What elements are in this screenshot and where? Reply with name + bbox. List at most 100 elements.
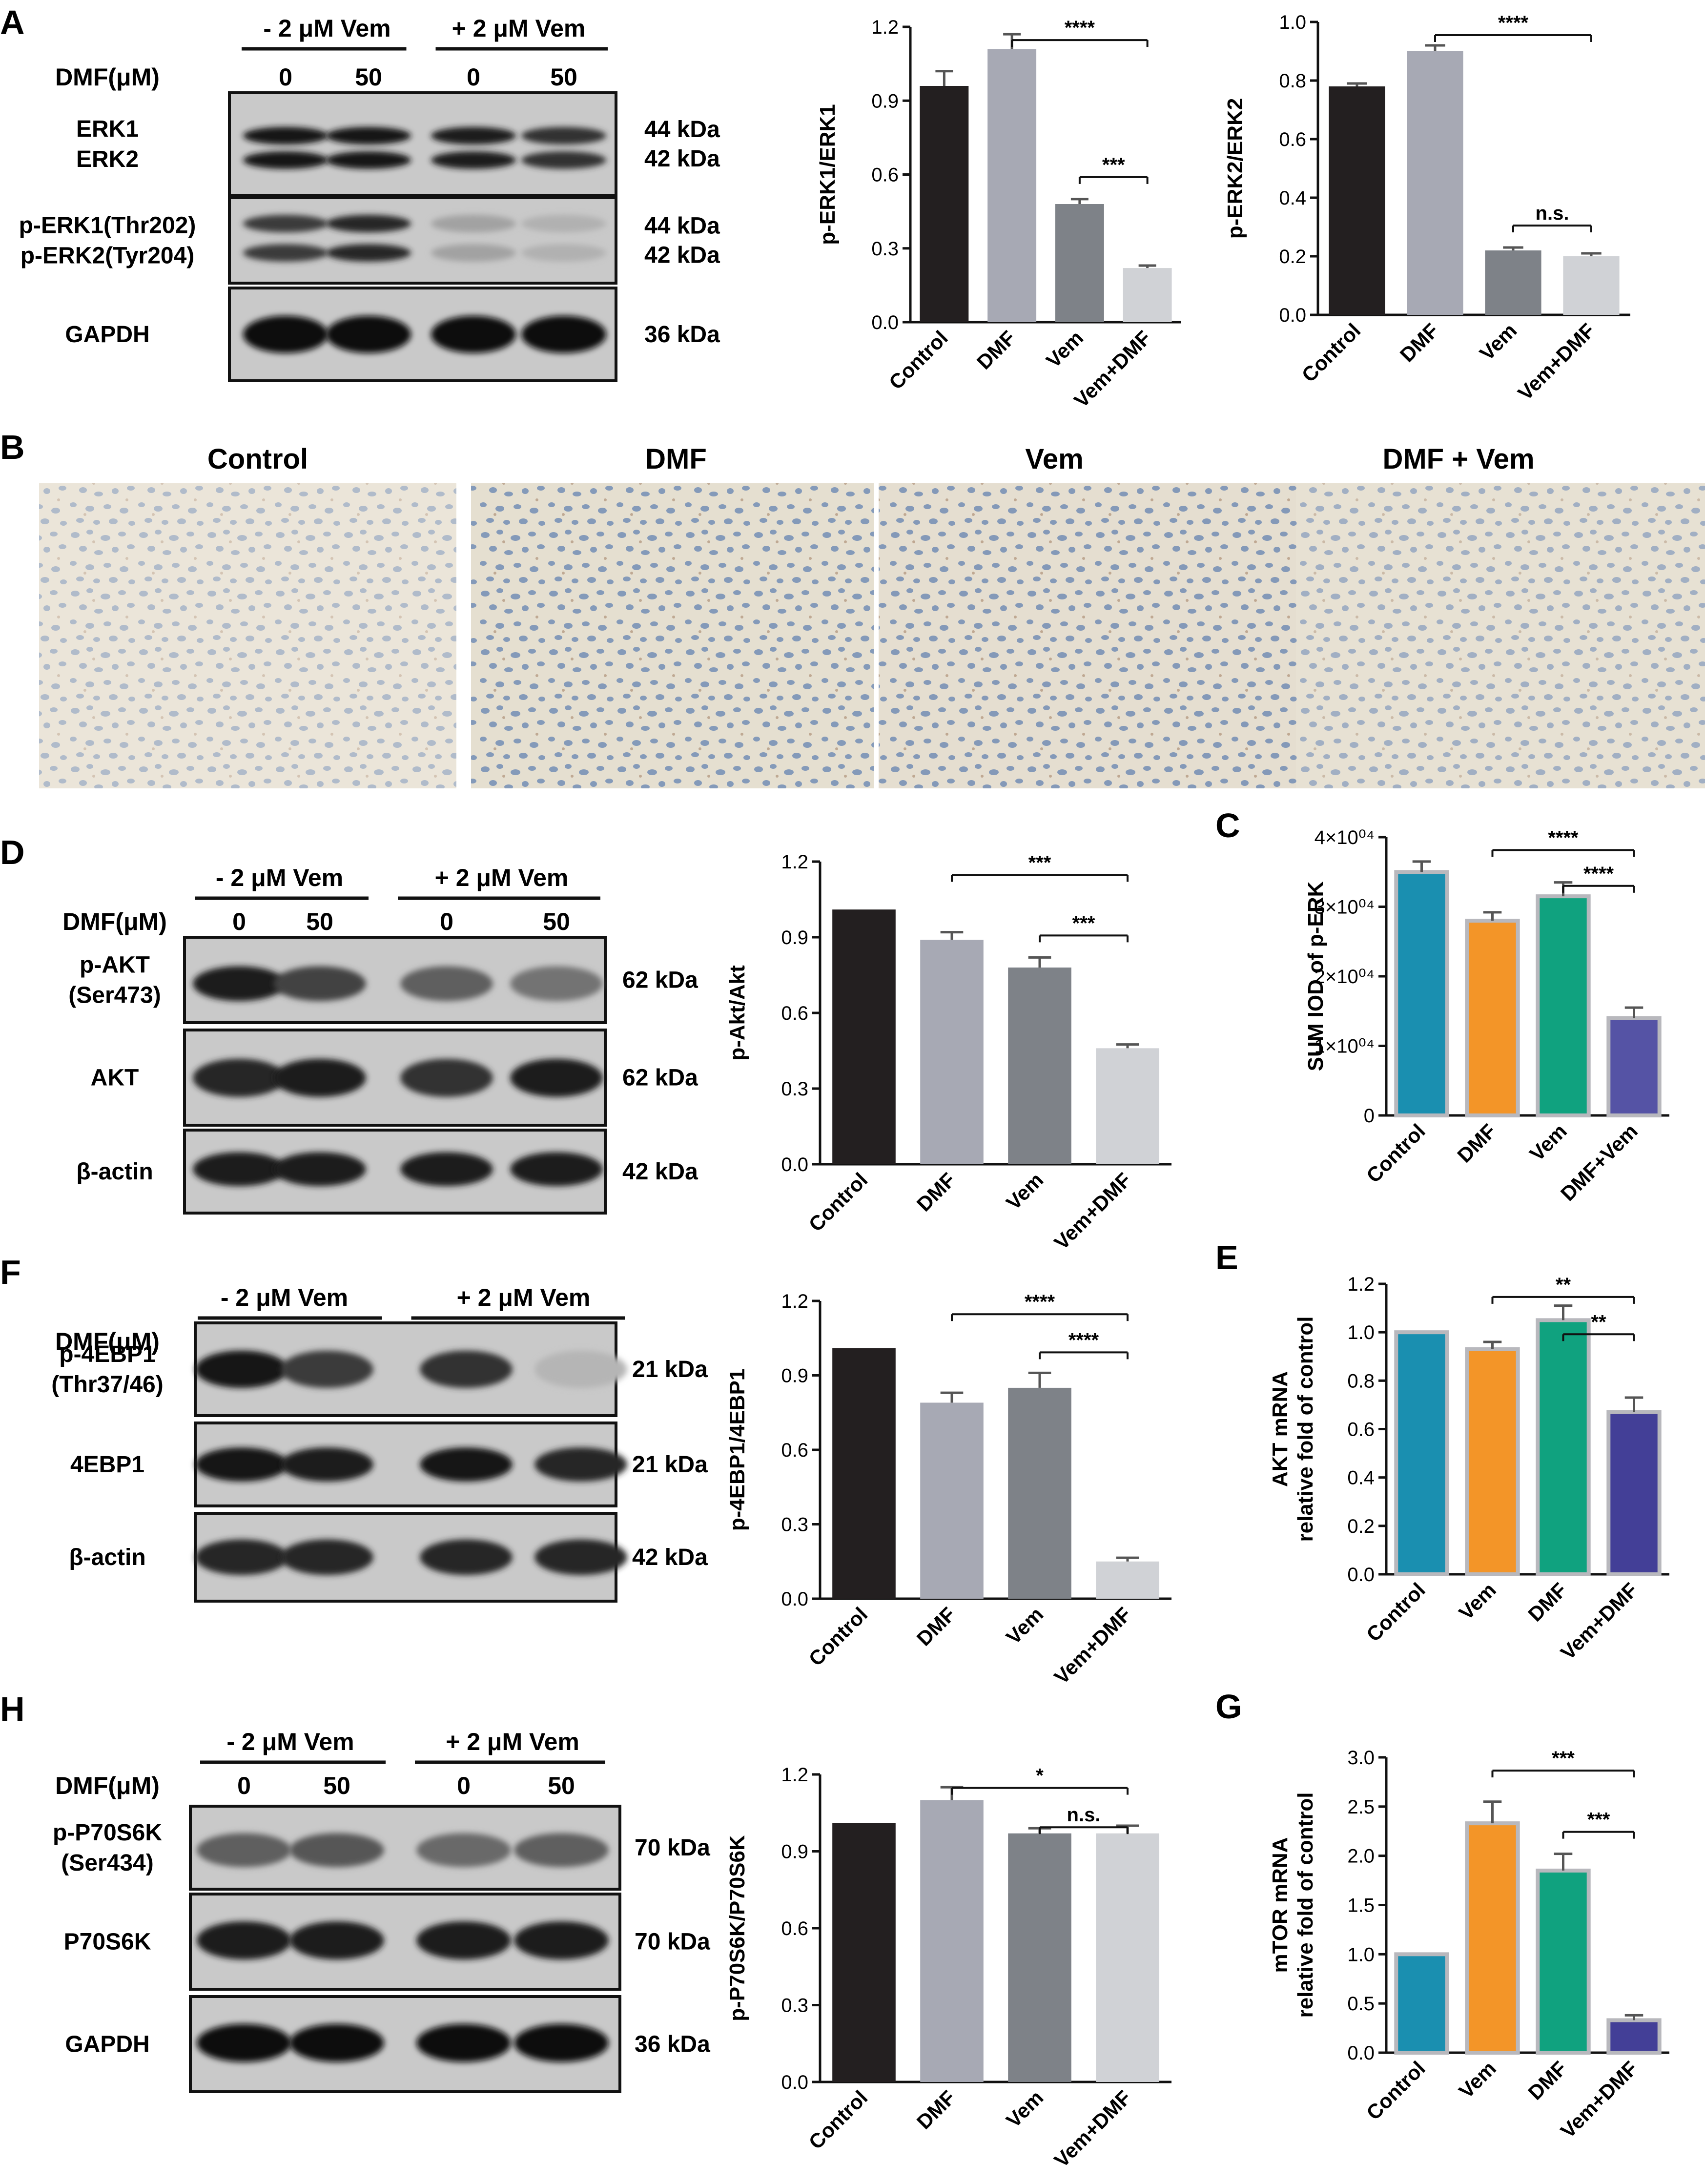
bar	[920, 1402, 984, 1599]
protein-label: p-AKT	[80, 952, 150, 978]
y-tick-label: 0.5	[1347, 1993, 1375, 2015]
bar-chart-f: 0.0 0.3 0.6 0.9 1.2 p-4EBP1/4EBP1 Control DMF Ve…	[725, 1291, 1171, 1689]
kda-label: 36 kDa	[635, 2032, 710, 2058]
bar	[1465, 919, 1520, 1117]
x-tick-label: Control	[1362, 1119, 1430, 1187]
x-tick-label: DMF+Vem	[1556, 1119, 1642, 1205]
bar-chart-a2: 0.0 0.2 0.4 0.6 0.8 1.0 p-ERK2/ERK2 Control DMF V…	[1223, 12, 1630, 405]
blot-band	[281, 1447, 373, 1482]
group-label-minus-vem: - 2 μM Vem	[221, 1284, 348, 1311]
x-tick-label: Control	[804, 1603, 872, 1670]
dmf-dose-label: DMF(μM)	[55, 63, 160, 91]
x-tick-label: Vem	[1042, 326, 1088, 372]
blot-band	[431, 215, 516, 232]
bar	[1394, 1952, 1449, 2055]
blot-band	[420, 1350, 513, 1388]
protein-label: GAPDH	[65, 322, 149, 348]
bar	[1096, 1048, 1159, 1164]
kda-label: 21 kDa	[632, 1357, 708, 1382]
bar	[1536, 894, 1591, 1117]
blot-band	[195, 1447, 288, 1482]
dose-label: 50	[355, 63, 382, 91]
y-axis-label: p-4EBP1/4EBP1	[725, 1369, 749, 1531]
dose-label: 50	[543, 908, 570, 935]
y-tick-label: 0.0	[781, 1588, 808, 1610]
protein-label: (Ser434)	[61, 1850, 153, 1876]
y-axis-label-2: relative fold of control	[1294, 1792, 1317, 2018]
significance-label: ****	[1025, 1291, 1055, 1313]
blot-band	[420, 1447, 513, 1482]
blot-band	[326, 151, 411, 169]
bar-chart-h: 0.0 0.3 0.6 0.9 1.2 p-P70S6K/P70S6K Control DMF…	[725, 1764, 1171, 2172]
blot-band	[281, 1350, 373, 1388]
histology-title-dmf: DMF	[645, 443, 707, 475]
significance-label: ***	[1028, 852, 1051, 873]
protein-label: p-ERK2(Tyr204)	[21, 243, 195, 269]
significance-label: ***	[1102, 154, 1125, 176]
y-axis-label: SUM IOD of p-ERK	[1304, 881, 1328, 1071]
group-label-plus-vem: + 2 μM Vem	[452, 15, 586, 42]
y-tick-label: 1×10⁰⁴	[1315, 1036, 1375, 1057]
bar	[1485, 250, 1541, 315]
y-tick-label: 0.9	[781, 1365, 808, 1387]
bar	[920, 86, 969, 322]
y-tick-label: 4×10⁰⁴	[1315, 827, 1375, 848]
blot-band	[431, 244, 516, 262]
blot-band	[195, 1350, 288, 1388]
dose-label: 50	[548, 1772, 575, 1799]
panel-label-c: C	[1215, 806, 1240, 845]
dose-label: 0	[457, 1772, 471, 1799]
kda-label: 44 kDa	[644, 117, 720, 143]
blot-band	[273, 1152, 366, 1186]
blot-band	[521, 127, 607, 144]
y-tick-label: 0.6	[781, 1003, 808, 1024]
blot-band	[326, 127, 411, 144]
bar-chart-e: 0.0 0.2 0.4 0.6 0.8 1.0 1.2 AKT mRNA relative fo…	[1268, 1274, 1669, 1664]
significance-label: n.s.	[1536, 203, 1569, 224]
bar	[1055, 204, 1104, 322]
y-tick-label: 0.9	[781, 927, 808, 948]
x-tick-label: DMF	[1523, 2057, 1571, 2104]
significance-label: **	[1591, 1311, 1606, 1333]
blot-band	[400, 1152, 493, 1186]
x-tick-label: Control	[1362, 2057, 1430, 2124]
blot-band	[243, 127, 329, 144]
x-tick-label: Control	[884, 326, 952, 394]
y-axis-label: p-ERK2/ERK2	[1223, 98, 1247, 239]
histology-image-vem	[879, 483, 1296, 788]
dose-label: 50	[550, 63, 577, 91]
protein-label: GAPDH	[65, 2032, 149, 2058]
western-blot-d: - 2 μM Vem + 2 μM Vem DMF(μM) 0 50 0 50 p-AKT (S…	[62, 864, 698, 1215]
x-tick-label: DMF	[912, 1603, 960, 1650]
bar	[1536, 1318, 1591, 1576]
x-tick-label: Vem	[1002, 2086, 1048, 2132]
bar	[1329, 86, 1385, 315]
blot-band	[521, 315, 607, 353]
dose-label: 0	[237, 1772, 251, 1799]
y-tick-label: 0.3	[871, 238, 899, 260]
blot-band	[514, 1921, 609, 1960]
blot-band	[420, 1539, 513, 1575]
bar	[1096, 1561, 1159, 1599]
bar	[1536, 1868, 1591, 2055]
panel-label-b: B	[0, 428, 25, 466]
kda-label: 42 kDa	[622, 1159, 698, 1185]
x-tick-label: Control	[1362, 1578, 1430, 1646]
y-axis-label: p-ERK1/ERK1	[816, 104, 840, 245]
y-tick-label: 2×10⁰⁴	[1315, 966, 1375, 988]
x-tick-label: Vem	[1002, 1168, 1048, 1214]
dose-label: 0	[440, 908, 453, 935]
blot-band	[416, 2023, 511, 2062]
bar	[1008, 968, 1071, 1164]
x-tick-label: Vem+DMF	[1049, 1168, 1135, 1254]
x-tick-label: Vem	[1455, 1578, 1500, 1624]
y-tick-label: 2.0	[1347, 1846, 1375, 1867]
blot-band	[521, 244, 607, 262]
y-axis-label: p-P70S6K/P70S6K	[725, 1835, 749, 2021]
western-blot-f: - 2 μM Vem+ 2 μM VemDMF(μM)050050p-4EBP1…	[51, 1284, 708, 1603]
blot-band	[197, 1833, 291, 1867]
protein-label: p-4EBP1	[59, 1341, 155, 1367]
significance-label: n.s.	[1067, 1804, 1101, 1826]
bar	[920, 1800, 984, 2082]
dose-label: 0	[232, 908, 246, 935]
